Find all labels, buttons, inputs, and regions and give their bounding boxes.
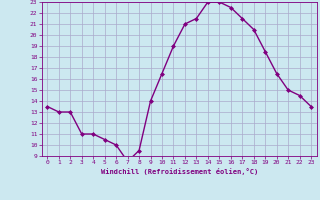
X-axis label: Windchill (Refroidissement éolien,°C): Windchill (Refroidissement éolien,°C) — [100, 168, 258, 175]
